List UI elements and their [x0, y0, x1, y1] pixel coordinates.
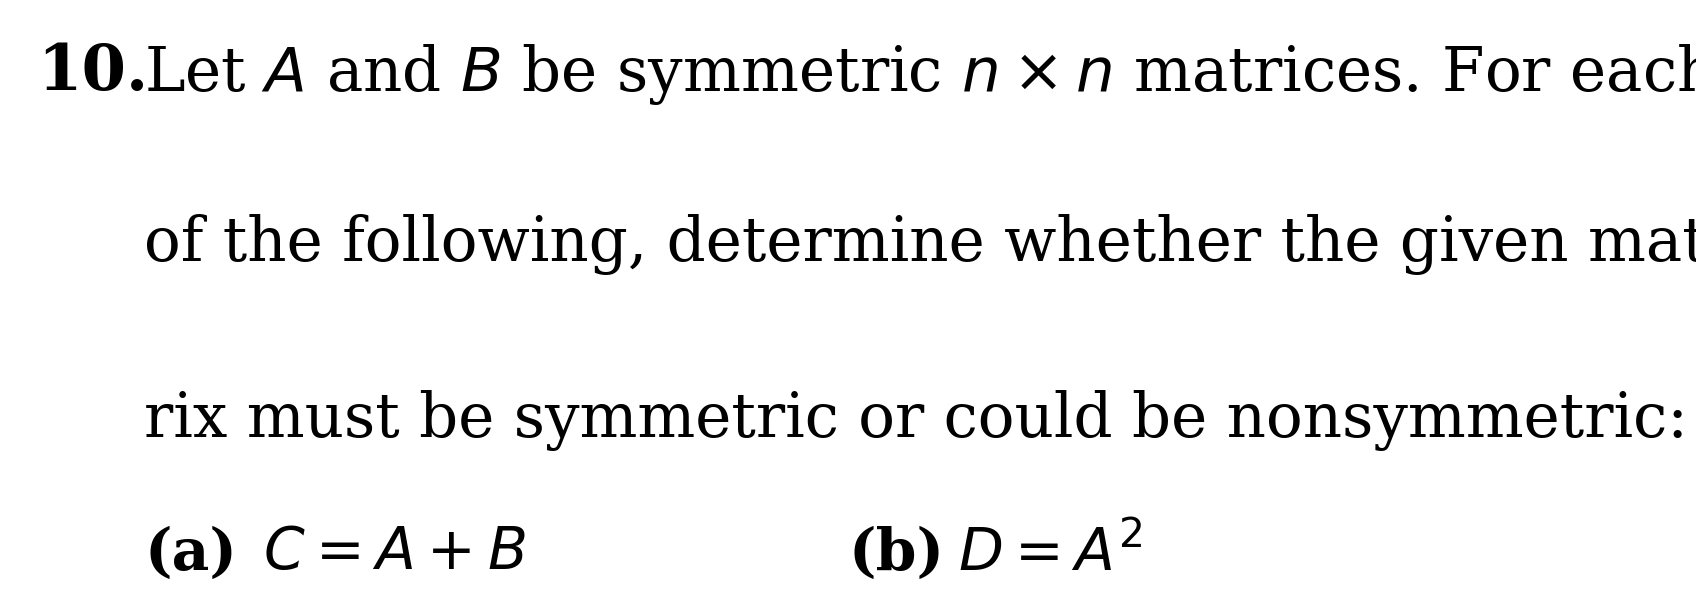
Text: of the following, determine whether the given mat-: of the following, determine whether the … [144, 214, 1696, 275]
Text: (a): (a) [144, 525, 237, 582]
Text: (b): (b) [848, 525, 945, 582]
Text: Let $A$ and $B$ be symmetric $n \times n$ matrices. For each: Let $A$ and $B$ be symmetric $n \times n… [144, 42, 1696, 108]
Text: $D = A^2$: $D = A^2$ [958, 525, 1143, 583]
Text: rix must be symmetric or could be nonsymmetric:: rix must be symmetric or could be nonsym… [144, 390, 1688, 451]
Text: $C = A + B$: $C = A + B$ [263, 525, 526, 582]
Text: 10.: 10. [37, 42, 149, 103]
